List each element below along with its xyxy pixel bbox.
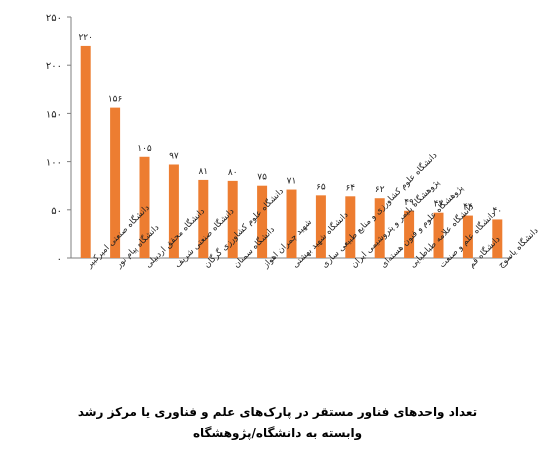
data-label: ۹۷ bbox=[169, 151, 179, 161]
data-labels: ۲۲۰ ۱۵۶ ۱۰۵ ۹۷ ۸۱ ۸۰ ۷۵ ۷۱ ۶۵ ۶۴ ۶۲ ۴۹ ۴۷ ۴۴ ۴۰ bbox=[78, 33, 502, 217]
bar bbox=[80, 45, 91, 258]
y-tick-label: ۲۰۰ bbox=[46, 61, 62, 72]
data-label: ۶۲ bbox=[375, 185, 385, 195]
bar-chart: ۰ ۵۰ ۱۰۰ ۱۵۰ ۲۰۰ ۲۵۰ ۲۲۰ ۱۵۶ ۱۰۵ ۹۷ ۸۱ ۸۰ ۷۵ ۷۱ ۶۵ ۶۴ ۶… bbox=[46, 13, 541, 271]
data-label: ۴۴ bbox=[463, 203, 473, 213]
data-label: ۲۲۰ bbox=[78, 33, 93, 43]
data-label: ۶۵ bbox=[316, 182, 326, 192]
data-label: ۷۱ bbox=[287, 177, 297, 187]
bar bbox=[110, 107, 121, 258]
y-tick-label: ۵۰ bbox=[51, 206, 62, 217]
data-label: ۴۹ bbox=[404, 198, 414, 208]
bar bbox=[345, 196, 356, 258]
data-label: ۱۰۵ bbox=[137, 144, 152, 154]
category-label: دانشگاه یاسوج bbox=[496, 225, 541, 270]
y-tick-label: ۱۵۰ bbox=[46, 109, 62, 120]
data-label: ۸۱ bbox=[198, 167, 208, 177]
bar bbox=[492, 219, 503, 258]
bar bbox=[257, 185, 268, 258]
data-label: ۴۰ bbox=[492, 206, 502, 216]
bar bbox=[462, 215, 473, 258]
data-label: ۸۰ bbox=[228, 168, 238, 178]
bars bbox=[80, 45, 503, 258]
y-tick-label: ۰ bbox=[57, 254, 62, 265]
bar bbox=[433, 212, 444, 258]
bar bbox=[374, 198, 385, 258]
bar bbox=[315, 195, 326, 258]
data-label: ۴۷ bbox=[434, 200, 444, 210]
chart-title: تعداد واحدهای فناور مستقر در پارک‌های عل… bbox=[77, 405, 478, 419]
y-tick-label: ۱۰۰ bbox=[46, 158, 62, 169]
bar bbox=[286, 189, 297, 258]
data-label: ۷۵ bbox=[257, 173, 267, 183]
chart-subtitle: وابسته به دانشگاه/پژوهشگاه bbox=[192, 426, 363, 440]
y-tick-label: ۲۵۰ bbox=[46, 13, 62, 24]
bar bbox=[168, 164, 179, 258]
data-label: ۶۴ bbox=[345, 183, 355, 193]
bar bbox=[198, 179, 209, 258]
bar bbox=[139, 156, 150, 258]
bar bbox=[404, 210, 415, 258]
bar bbox=[227, 180, 238, 258]
data-label: ۱۵۶ bbox=[108, 95, 123, 105]
